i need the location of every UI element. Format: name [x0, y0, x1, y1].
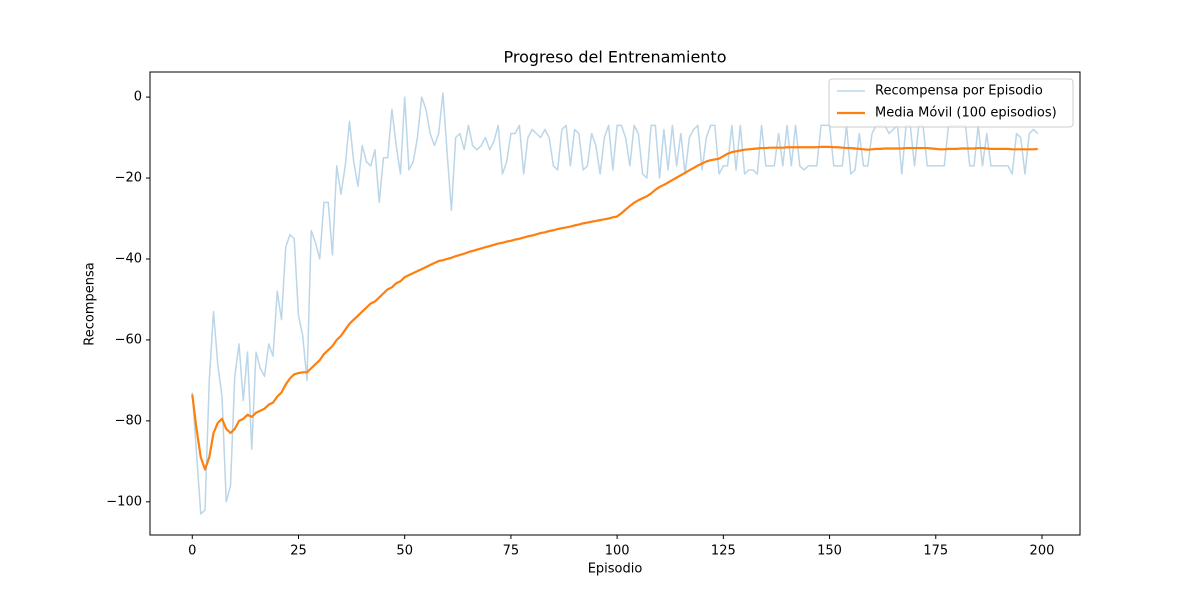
chart-title: Progreso del Entrenamiento [504, 48, 727, 67]
legend-box [828, 78, 1074, 128]
y-tick-label: −80 [115, 413, 142, 428]
legend-label: Recompensa por Episodio [875, 84, 1043, 99]
x-tick-label: 100 [605, 544, 630, 559]
x-tick-label: 150 [817, 544, 842, 559]
x-tick-label: 0 [188, 544, 196, 559]
x-axis-label: Episodio [588, 562, 643, 577]
series-line [191, 145, 1038, 471]
x-tick-label: 200 [1030, 544, 1055, 559]
x-tick-label: 175 [923, 544, 948, 559]
legend: Recompensa por Episodio Media Móvil (100 … [828, 78, 1074, 128]
y-axis-label: Recompensa [83, 262, 98, 345]
plot-frame [149, 71, 1081, 536]
y-tick-label: −20 [115, 171, 142, 186]
y-tick-label: 0 [134, 90, 142, 105]
x-tick-label: 25 [290, 544, 307, 559]
legend-label: Media Móvil (100 episodios) [875, 106, 1057, 121]
y-tick-label: −60 [115, 332, 142, 347]
series-line [191, 92, 1039, 515]
y-tick-label: −100 [106, 494, 142, 509]
x-tick-label: 75 [503, 544, 520, 559]
x-tick-label: 50 [396, 544, 413, 559]
x-tick-label: 125 [711, 544, 736, 559]
y-tick-label: −40 [115, 251, 142, 266]
